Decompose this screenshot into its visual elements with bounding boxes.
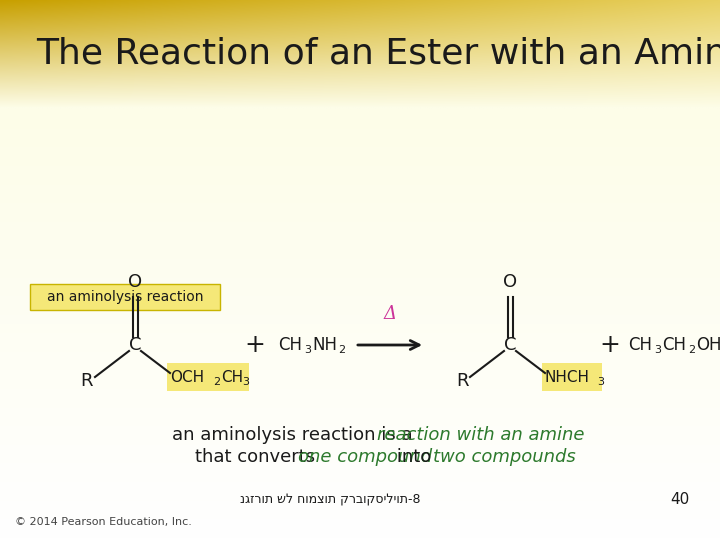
Text: C: C [129,336,141,354]
Text: CH: CH [662,336,686,354]
Text: OH: OH [696,336,720,354]
Text: into: into [391,448,437,466]
Text: Δ: Δ [384,305,397,323]
Text: 40: 40 [670,492,690,508]
Text: an aminolysis reaction: an aminolysis reaction [47,290,203,304]
Bar [167,363,249,391]
Text: 3: 3 [304,345,311,355]
Text: © 2014 Pearson Education, Inc.: © 2014 Pearson Education, Inc. [15,517,192,527]
Text: נגזרות של חומצות קרבוקסיליות-8: נגזרות של חומצות קרבוקסיליות-8 [240,494,420,507]
Text: 2: 2 [338,345,345,355]
Text: O: O [503,273,517,291]
Text: OCH: OCH [170,369,204,384]
Text: The Reaction of an Ester with an Amine: The Reaction of an Ester with an Amine [36,37,720,71]
Text: an aminolysis reaction is a: an aminolysis reaction is a [172,426,418,444]
Text: +: + [245,333,266,357]
Text: O: O [128,273,142,291]
Text: 2: 2 [213,377,220,387]
Text: 2: 2 [688,345,695,355]
Text: NHCH: NHCH [545,369,590,384]
Text: CH: CH [221,369,243,384]
Text: CH: CH [628,336,652,354]
Text: C: C [504,336,516,354]
Text: 3: 3 [242,377,249,387]
Text: CH: CH [278,336,302,354]
Bar [0,108,720,540]
Text: +: + [600,333,621,357]
Text: R: R [456,372,468,390]
Text: 3: 3 [654,345,661,355]
Text: reaction with an amine: reaction with an amine [377,426,585,444]
Text: 3: 3 [597,377,604,387]
Text: R: R [81,372,94,390]
Text: that converts: that converts [195,448,321,466]
Text: two compounds: two compounds [433,448,576,466]
Bar [542,363,602,391]
Text: one compound: one compound [298,448,432,466]
Text: NH: NH [312,336,337,354]
Bar [30,284,220,310]
